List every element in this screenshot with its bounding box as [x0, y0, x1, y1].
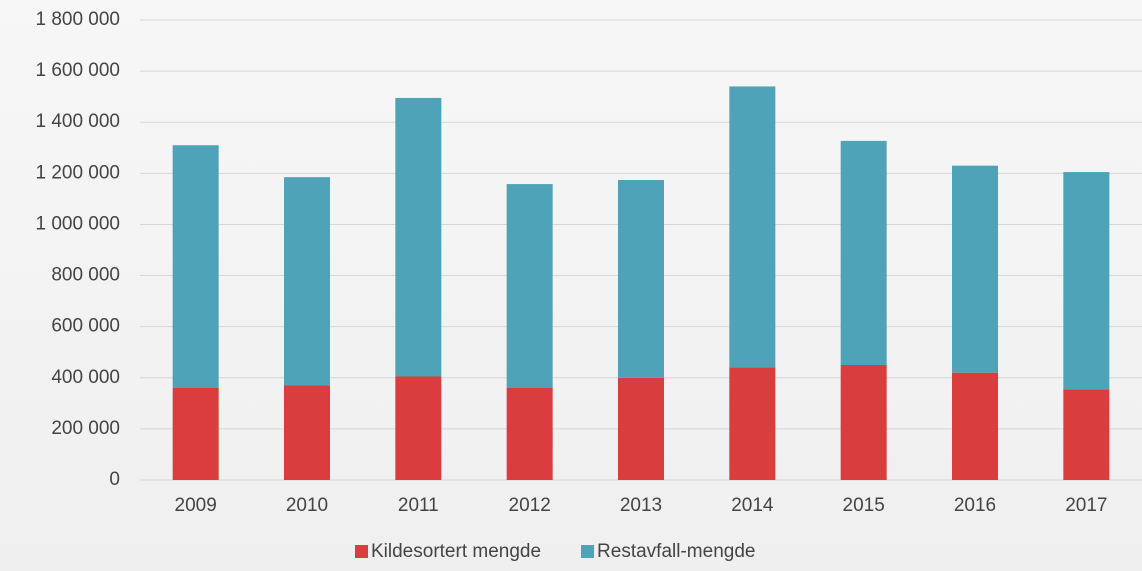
- y-tick-label: 0: [109, 469, 120, 490]
- y-tick-label: 200 000: [51, 418, 120, 439]
- bar-segment: [952, 165, 998, 373]
- legend-label: Restavfall-mengde: [597, 541, 755, 562]
- x-tick-label: 2011: [398, 495, 439, 516]
- bar-segment: [952, 372, 998, 480]
- bar-segment: [729, 86, 776, 368]
- bar-segment: [618, 377, 664, 480]
- x-tick-label: 2013: [620, 495, 662, 516]
- y-tick-label: 1 400 000: [35, 111, 120, 132]
- bar-segment: [284, 385, 330, 480]
- bar-segment: [506, 184, 553, 388]
- x-tick-label: 2014: [731, 495, 774, 516]
- bar-segment: [284, 177, 330, 386]
- bar-segment: [1063, 389, 1110, 480]
- bar-segment: [1063, 172, 1110, 390]
- legend-label: Kildesortert mengde: [371, 541, 541, 562]
- bar-segment: [395, 376, 442, 480]
- bar-segment: [172, 388, 219, 480]
- y-tick-label: 1 600 000: [35, 60, 120, 81]
- bar-segment: [395, 97, 442, 377]
- y-tick-label: 1 000 000: [35, 213, 120, 234]
- x-tick-label: 2010: [286, 495, 328, 516]
- y-tick-label: 600 000: [51, 316, 120, 337]
- x-tick-label: 2015: [843, 495, 885, 516]
- bar-segment: [840, 140, 887, 365]
- y-tick-label: 1 800 000: [35, 9, 120, 30]
- legend-swatch: [581, 545, 595, 558]
- bar-segment: [729, 367, 776, 480]
- bar-segment: [618, 179, 664, 378]
- x-tick-label: 2009: [175, 495, 217, 516]
- x-tick-label: 2012: [509, 495, 551, 516]
- y-tick-label: 1 200 000: [35, 162, 120, 183]
- bar-segment: [840, 365, 887, 480]
- bar-segment: [506, 388, 553, 480]
- x-tick-label: 2016: [954, 495, 996, 516]
- y-tick-label: 800 000: [51, 265, 120, 286]
- y-tick-label: 400 000: [51, 367, 120, 388]
- legend-swatch: [355, 545, 368, 558]
- bar-segment: [172, 145, 219, 388]
- x-tick-label: 2017: [1065, 495, 1107, 516]
